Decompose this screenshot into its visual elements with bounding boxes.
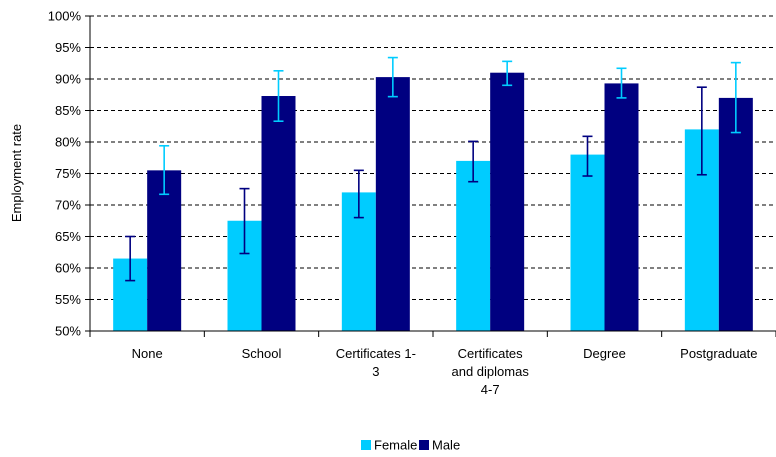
y-tick-label: 75%	[55, 166, 81, 181]
y-tick-label: 50%	[55, 324, 81, 339]
legend: Female Male	[361, 438, 460, 453]
bar-female	[456, 160, 491, 331]
error-bars	[125, 56, 741, 282]
x-tick-label: Certificates 1-3	[336, 346, 416, 379]
labels: 50% 55% 60% 65% 70% 75% 80% 85% 90% 95% 100% None Sc…	[48, 9, 758, 398]
bar-male	[375, 77, 410, 331]
bar-male	[147, 170, 182, 331]
y-tick-label: 70%	[55, 198, 81, 213]
y-axis-title: Employment rate	[9, 124, 24, 222]
x-tick-label: Postgraduate	[680, 346, 757, 361]
y-tick-label: 95%	[55, 40, 81, 55]
x-tick-label: Certificates and diplomas 4-7	[452, 346, 530, 397]
x-tick-label: School	[242, 346, 282, 361]
legend-label: Female	[374, 438, 417, 453]
y-tick-label: 85%	[55, 103, 81, 118]
bars	[113, 72, 753, 332]
bar-male	[261, 96, 296, 331]
bar-male	[604, 83, 639, 331]
bar-male	[490, 72, 525, 331]
y-tick-label: 80%	[55, 135, 81, 150]
gridlines	[90, 15, 776, 300]
axes	[85, 15, 776, 337]
bar-male	[718, 97, 753, 332]
y-tick-label: 60%	[55, 261, 81, 276]
y-tick-label: 55%	[55, 292, 81, 307]
y-tick-label: 90%	[55, 72, 81, 87]
legend-label: Male	[432, 438, 460, 453]
legend-swatch	[419, 440, 429, 450]
y-tick-label: 65%	[55, 229, 81, 244]
legend-swatch	[361, 440, 371, 450]
x-tick-label: Degree	[583, 346, 626, 361]
y-tick-label: 100%	[48, 9, 82, 24]
x-tick-label: None	[132, 346, 163, 361]
bar-female	[570, 154, 605, 331]
